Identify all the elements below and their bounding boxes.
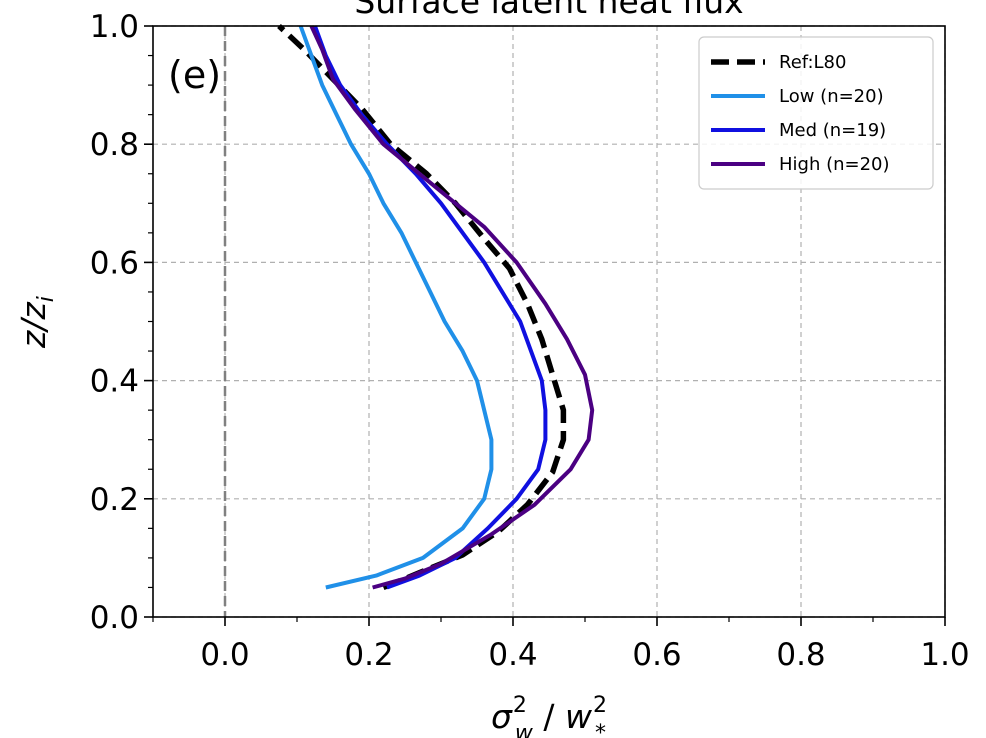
- x-axis: 0.0 0.2 0.4 0.6 0.8 1.0: [152, 617, 970, 673]
- x-tick-label-1: 0.2: [344, 637, 393, 673]
- y-tick-label-1: 0.2: [90, 482, 139, 518]
- legend-label-2: Med (n=19): [779, 120, 886, 141]
- legend-label-0: Ref:L80: [779, 52, 846, 73]
- x-label-sigma: σ: [491, 697, 513, 736]
- x-label-w: w: [565, 697, 593, 736]
- y-tick-label-0: 0.0: [90, 600, 139, 636]
- y-tick-label-2: 0.4: [90, 364, 139, 400]
- y-tick-label-3: 0.6: [90, 245, 139, 281]
- x-label-sep: /: [533, 697, 565, 736]
- chart-title: Surface latent heat flux: [354, 0, 743, 21]
- series-line-1: [298, 25, 494, 590]
- y-label-base: z/z: [14, 302, 53, 349]
- x-label-sub1: w: [515, 721, 534, 738]
- x-tick-label-2: 0.4: [488, 637, 537, 673]
- x-label-sup2: 2: [593, 693, 607, 718]
- series-line-2: [313, 25, 548, 590]
- legend-label-3: High (n=20): [779, 154, 890, 175]
- panel-label: (e): [168, 53, 221, 97]
- legend: Ref:L80 Low (n=20) Med (n=19) High (n=20): [698, 36, 934, 190]
- series-line-0: [277, 23, 567, 591]
- series-line-3: [309, 25, 595, 590]
- x-label-sup1: 2: [513, 693, 527, 718]
- x-tick-label-4: 0.8: [776, 637, 825, 673]
- x-axis-label: σ2 w / w2 *: [491, 693, 607, 738]
- x-tick-label-5: 1.0: [920, 637, 969, 673]
- legend-label-1: Low (n=20): [779, 86, 884, 107]
- y-axis-label: z/zi: [14, 296, 59, 349]
- y-tick-label-5: 1.0: [90, 9, 139, 45]
- series-lines: [277, 23, 595, 591]
- x-tick-label-0: 0.0: [200, 637, 249, 673]
- y-tick-label-4: 0.8: [90, 127, 139, 163]
- y-axis: 0.0 0.2 0.4 0.6 0.8 1.0: [90, 9, 153, 636]
- x-label-sub2: *: [595, 721, 606, 738]
- y-label-sub: i: [34, 296, 59, 302]
- x-tick-label-3: 0.6: [632, 637, 681, 673]
- legend-box: [698, 36, 934, 190]
